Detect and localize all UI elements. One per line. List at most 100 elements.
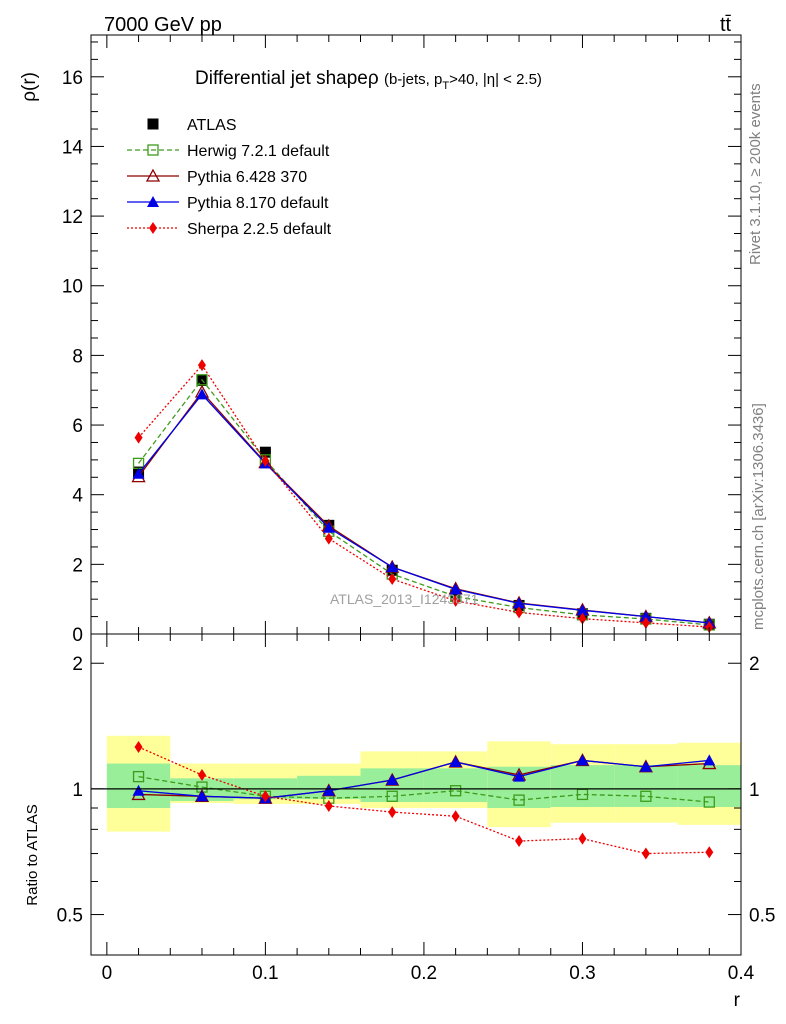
ratio-point-pythia8	[195, 790, 208, 802]
energy-label: 7000 GeV pp	[104, 14, 222, 36]
x-axis-label: r	[734, 990, 741, 1011]
ratio-point-herwig	[132, 770, 145, 783]
main-ytick-label: 2	[72, 555, 83, 576]
ratio-point-pythia8	[386, 774, 399, 786]
data-point-sherpa	[324, 532, 333, 545]
ratio-ytick-label-right: 1	[749, 780, 760, 801]
ratio-point-pythia8	[576, 754, 589, 766]
x-tick-label: 0.2	[411, 963, 437, 984]
ratio-point-herwig	[513, 794, 525, 806]
legend-marker-pythia8	[147, 196, 159, 207]
ratio-point-sherpa	[388, 806, 397, 819]
ratio-ytick-label-right: 2	[749, 654, 760, 675]
ratio-point-pythia8	[449, 755, 462, 767]
legend-marker-herwig	[147, 144, 159, 156]
ratio-data-layer	[131, 740, 717, 860]
data-point-pythia8	[513, 597, 526, 609]
data-point-pythia8	[449, 583, 462, 595]
main-ytick-label: 0	[72, 625, 83, 646]
data-point-sherpa	[451, 594, 460, 607]
legend-label-pythia8: Pythia 8.170 default	[187, 195, 329, 212]
series-line-sherpa	[138, 364, 710, 628]
data-point-sherpa	[388, 572, 397, 585]
ratio-point-sherpa	[197, 768, 206, 781]
data-point-atlas	[259, 446, 271, 458]
ratio-point-herwig	[386, 790, 398, 802]
analysis-watermark: ATLAS_2013_I1243871	[330, 591, 479, 607]
data-point-pythia8	[386, 561, 399, 573]
ratio-point-sherpa	[134, 740, 143, 753]
data-point-sherpa	[515, 606, 524, 619]
plot-title-sub-t: T	[442, 80, 449, 92]
ratio-uncertainty-bands	[106, 735, 741, 832]
main-data-layer	[131, 359, 717, 634]
ratio-point-pythia8	[639, 760, 652, 772]
data-point-pythia8	[132, 467, 145, 479]
x-tick-label: 0.1	[252, 963, 278, 984]
data-point-pythia8	[576, 604, 589, 616]
mcplots-label: mcplots.cern.ch [arXiv:1306.3436]	[750, 403, 767, 630]
ratio-point-pythia8	[132, 784, 145, 796]
ratio-ytick-label: 1	[72, 780, 83, 801]
series-line-pythia6	[138, 390, 710, 624]
ratio-point-herwig	[640, 790, 652, 802]
ratio-ylabel: Ratio to ATLAS	[24, 804, 41, 905]
ratio-point-sherpa	[705, 846, 714, 859]
legend-label-atlas: ATLAS	[187, 117, 237, 134]
ratio-point-pythia8	[703, 754, 716, 766]
main-panel: 0 2 4 6 8 10 12 14 16 Differential jet shapeρ (b…	[19, 34, 742, 646]
main-ytick-label: 4	[72, 486, 83, 507]
plot-title-sub: (b-jets, p	[384, 71, 442, 88]
data-point-sherpa	[134, 431, 143, 444]
legend: ATLAS Herwig 7.2.1 default Pythia 6.428 37…	[127, 117, 332, 238]
ratio-axes: 0.5 0.5 1 1 2 2 0 0.1 0.2 0.3 0.4	[57, 633, 775, 984]
data-point-pythia8	[322, 521, 335, 533]
main-ytick-label: 8	[72, 346, 83, 367]
legend-marker-sherpa	[149, 222, 157, 234]
ratio-point-sherpa	[515, 835, 524, 848]
rivet-label: Rivet 3.1.10, ≥ 200k events	[747, 83, 764, 265]
x-tick-label: 0.4	[728, 963, 755, 984]
main-ytick-label: 6	[72, 416, 83, 437]
main-ylabel: ρ(r)	[19, 72, 40, 102]
legend-label-herwig: Herwig 7.2.1 default	[187, 143, 330, 160]
ratio-band-inner	[677, 765, 741, 807]
ratio-ytick-label: 0.5	[57, 906, 83, 927]
process-label: tt̄	[720, 14, 732, 36]
ratio-panel: 0.5 0.5 1 1 2 2 0 0.1 0.2 0.3 0.4 Ratio to ATLAS r	[24, 633, 775, 1011]
main-axes: 0 2 4 6 8 10 12 14 16	[62, 34, 742, 646]
data-point-pythia8	[195, 388, 208, 400]
legend-marker-pythia6	[145, 168, 161, 182]
legend-label-sherpa: Sherpa 2.2.5 default	[187, 221, 332, 238]
series-line-pythia8	[138, 393, 710, 624]
ratio-ytick-label-right: 0.5	[749, 906, 775, 927]
main-ytick-label: 16	[62, 68, 83, 89]
data-point-sherpa	[578, 612, 587, 625]
x-tick-label: 0.3	[569, 963, 595, 984]
ratio-point-pythia8	[322, 784, 335, 796]
ratio-line-pythia8	[138, 759, 710, 799]
x-tick-label: 0	[102, 963, 113, 984]
ratio-point-sherpa	[324, 799, 333, 812]
plot-title: Differential jet shapeρ (b-jets, pT>40, …	[195, 68, 542, 92]
ratio-point-sherpa	[261, 790, 270, 803]
ratio-band-inner	[550, 765, 615, 807]
data-point-sherpa	[261, 454, 270, 467]
plot-title-main: Differential jet shapeρ	[195, 68, 379, 89]
data-point-sherpa	[197, 359, 206, 372]
series-line-herwig	[138, 378, 710, 626]
ratio-point-sherpa	[451, 810, 460, 823]
ratio-point-sherpa	[641, 847, 650, 860]
ratio-point-herwig	[449, 785, 462, 797]
legend-marker-atlas	[147, 118, 159, 130]
data-point-pythia8	[639, 610, 652, 622]
main-ytick-label: 14	[62, 137, 84, 158]
ratio-frame	[90, 633, 742, 956]
main-ytick-label: 12	[62, 207, 83, 228]
data-point-sherpa	[641, 616, 650, 629]
legend-label-pythia6: Pythia 6.428 370	[187, 169, 307, 186]
ratio-point-pythia8	[513, 770, 526, 782]
ratio-point-herwig	[703, 796, 715, 808]
ratio-point-sherpa	[578, 832, 587, 845]
